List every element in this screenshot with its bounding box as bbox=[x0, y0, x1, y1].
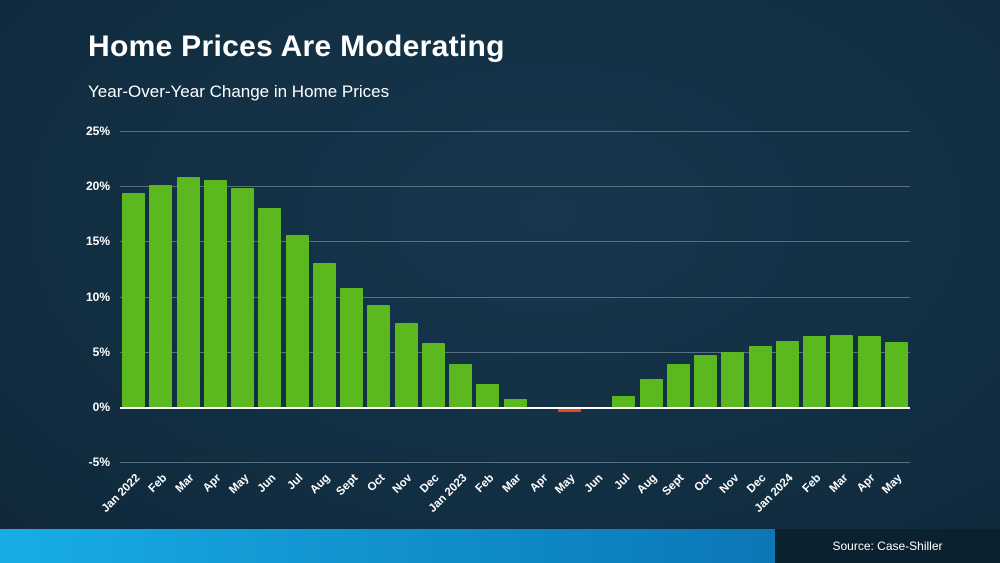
footer-accent-bar: Source: Case-Shiller bbox=[0, 529, 1000, 563]
bar-jul bbox=[285, 234, 309, 407]
zero-axis-line bbox=[120, 406, 910, 409]
bar-jun bbox=[258, 208, 282, 407]
gridline bbox=[120, 186, 910, 188]
bar-feb bbox=[149, 185, 173, 407]
source-text: Source: Case-Shiller bbox=[832, 539, 943, 553]
bar-sept bbox=[340, 287, 364, 407]
bar-dec bbox=[421, 342, 445, 407]
bar-jan-2023 bbox=[449, 363, 473, 407]
bar-nov bbox=[394, 322, 418, 407]
y-axis-tick-label: 20% bbox=[85, 179, 110, 194]
chart-subtitle: Year-Over-Year Change in Home Prices bbox=[88, 82, 390, 101]
bar-may bbox=[557, 406, 581, 413]
bar-aug bbox=[639, 379, 663, 407]
gridline bbox=[120, 241, 910, 243]
bar-nov bbox=[721, 351, 745, 407]
bar-mar bbox=[830, 335, 854, 407]
y-axis-tick-label: 0% bbox=[92, 399, 110, 414]
y-axis-tick-label: 15% bbox=[85, 234, 110, 249]
bar-mar bbox=[503, 399, 527, 407]
bar-jan-2022 bbox=[122, 192, 146, 407]
bar-dec bbox=[748, 346, 772, 407]
bar-mar bbox=[176, 177, 200, 407]
bar-feb bbox=[803, 336, 827, 407]
bar-oct bbox=[694, 354, 718, 407]
gridline bbox=[120, 296, 910, 298]
bar-chart-plot-area: -5% 0% 5% 10% 15% 20% 25% Jan 2022 Feb Mar Apr May J… bbox=[86, 124, 910, 515]
bar-jan-2024 bbox=[775, 340, 799, 407]
bar-oct bbox=[367, 305, 391, 407]
bar-sept bbox=[666, 363, 690, 407]
gridline bbox=[120, 351, 910, 353]
bar-jul bbox=[612, 395, 636, 407]
bar-aug bbox=[312, 263, 336, 407]
y-axis-tick-label: 10% bbox=[85, 289, 110, 304]
gridline bbox=[120, 462, 910, 463]
source-box: Source: Case-Shiller bbox=[775, 529, 1000, 563]
gridline bbox=[120, 131, 910, 132]
bar-apr bbox=[857, 336, 881, 407]
y-axis-tick-label: -5% bbox=[88, 455, 110, 469]
y-axis-tick-label: 5% bbox=[92, 344, 110, 359]
y-axis-tick-label: 25% bbox=[85, 124, 110, 138]
bar-feb bbox=[476, 383, 500, 407]
bar-apr bbox=[203, 179, 227, 407]
chart-title: Home Prices Are Moderating bbox=[88, 30, 505, 63]
bar-may bbox=[231, 188, 255, 407]
bar-may bbox=[884, 341, 908, 407]
